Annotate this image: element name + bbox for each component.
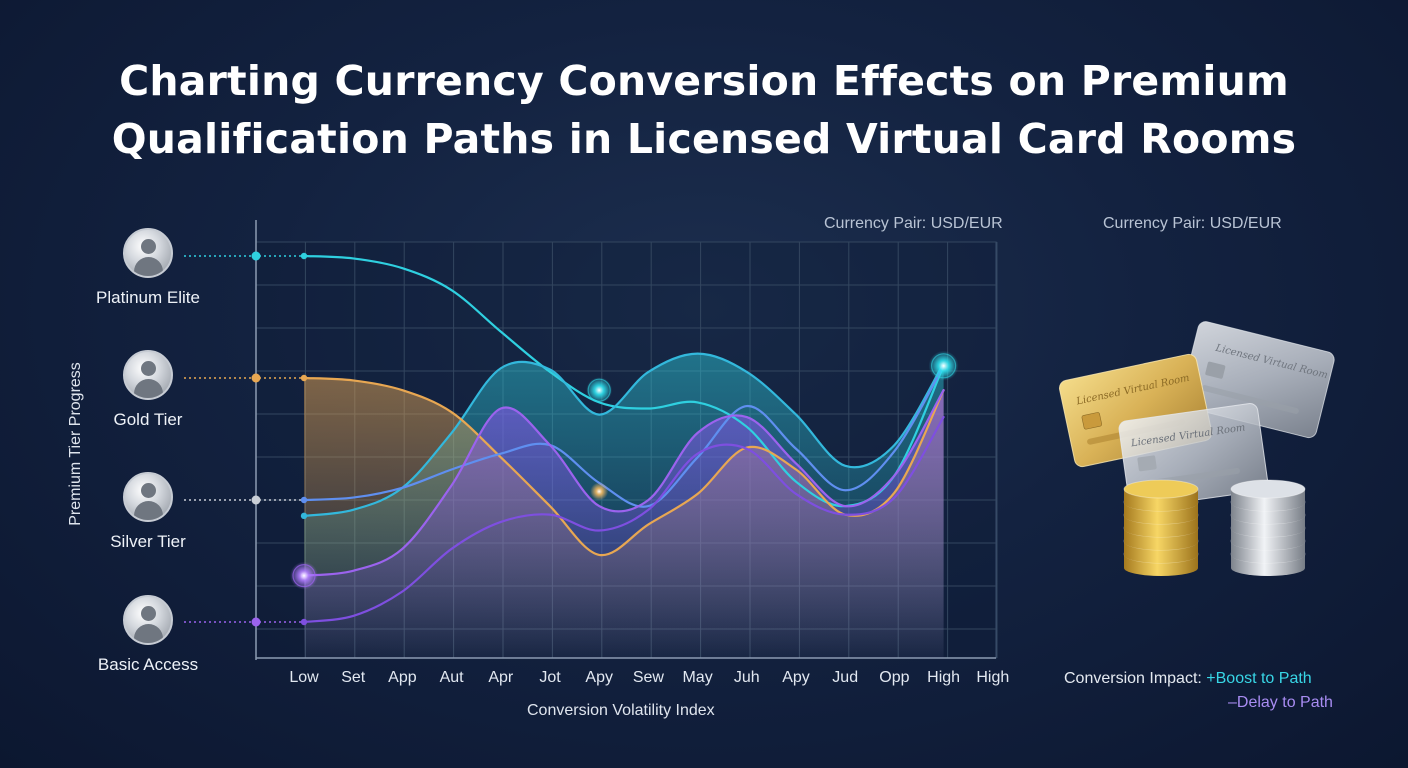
- x-tick-label: Set: [341, 669, 366, 686]
- avatar-icon: [123, 350, 173, 400]
- x-tick-label: Opp: [879, 669, 909, 686]
- coin-bottom: [1231, 508, 1305, 524]
- tier-label: Silver Tier: [110, 532, 186, 551]
- coin-top: [1230, 479, 1306, 499]
- y-axis-label: Premium Tier Progress: [67, 362, 84, 526]
- series-line: [302, 415, 945, 624]
- x-tick-label: High: [976, 669, 1009, 686]
- title-line-2: Qualification Paths in Licensed Virtual …: [111, 115, 1297, 163]
- x-tick-label: Apy: [585, 669, 613, 686]
- x-tick-label: Aut: [440, 669, 465, 686]
- tier-basic: Basic Access: [78, 595, 218, 675]
- highlight-ring-end: [930, 353, 957, 379]
- delay-legend-entry: –Delay to Path: [1228, 694, 1333, 711]
- coin-top: [1123, 479, 1199, 499]
- tier-platinum: Platinum Elite: [78, 228, 218, 308]
- x-tick-label: Low: [289, 669, 319, 686]
- series-line: [302, 352, 945, 517]
- tier-axis-dot: [251, 251, 261, 261]
- coin-bottom: [1231, 560, 1305, 576]
- side-annotation-currency-pair: Currency Pair: USD/EUR: [1103, 215, 1282, 232]
- tier-connectors: [184, 251, 304, 627]
- series-line: [302, 364, 945, 508]
- tier-label: Gold Tier: [113, 410, 183, 429]
- series-start-point: [300, 252, 308, 260]
- highlight-ring-purple: [292, 564, 316, 588]
- chart-points: [290, 252, 959, 626]
- x-tick-label: May: [682, 669, 712, 686]
- avatar-icon: [123, 595, 173, 645]
- coin-bottom: [1231, 547, 1305, 563]
- coin-bottom: [1231, 521, 1305, 537]
- impact-label: Conversion Impact:: [1064, 670, 1207, 687]
- coin-bottom: [1124, 547, 1198, 563]
- gold-coin-stack: [1123, 479, 1199, 576]
- tier-axis-dot: [251, 617, 261, 627]
- x-tick-label: Juh: [734, 669, 760, 686]
- x-tick-label: Apr: [488, 669, 514, 686]
- silver-coin-stack: [1230, 479, 1306, 576]
- title-line-1: Charting Currency Conversion Effects on …: [119, 57, 1289, 105]
- coin-bottom: [1124, 521, 1198, 537]
- coin-bottom: [1124, 560, 1198, 576]
- series-start-point: [300, 374, 308, 382]
- coin-bottom: [1231, 495, 1305, 511]
- chart-annotation-currency-pair: Currency Pair: USD/EUR: [824, 215, 1003, 232]
- page-title: Charting Currency Conversion Effects on …: [0, 52, 1408, 168]
- x-tick-label: Sew: [633, 669, 665, 686]
- chart-lines: [302, 254, 945, 624]
- cards-and-chips-illustration: Licensed Virtual Room Licensed Virtual R…: [1058, 321, 1335, 576]
- x-tick-label: High: [927, 669, 960, 686]
- tier-label: Platinum Elite: [96, 288, 200, 307]
- highlight-point-orange: [590, 482, 609, 501]
- coin-bottom: [1231, 534, 1305, 550]
- conversion-impact-legend: Conversion Impact: +Boost to Path: [1064, 670, 1312, 688]
- highlight-point-end: [928, 350, 959, 381]
- series-start-point: [300, 512, 308, 520]
- tier-axis-dot: [251, 495, 261, 505]
- coin-bottom: [1124, 534, 1198, 550]
- series-line: [302, 389, 945, 577]
- coin-bottom: [1124, 508, 1198, 524]
- x-tick-label: Jot: [539, 669, 561, 686]
- x-tick-label: Apy: [782, 669, 810, 686]
- x-axis-label: Conversion Volatility Index: [527, 702, 715, 719]
- x-tick-label: App: [388, 669, 417, 686]
- avatar-icon: [123, 472, 173, 522]
- series-start-point: [300, 496, 308, 504]
- tier-label: Basic Access: [97, 655, 199, 674]
- boost-legend-entry: +Boost to Path: [1206, 670, 1312, 687]
- highlight-ring-cyan: [587, 378, 611, 402]
- coin-bottom: [1124, 495, 1198, 511]
- highlight-point-cyan: [586, 377, 613, 404]
- tier-axis-dot: [251, 373, 261, 383]
- tier-silver: Silver Tier: [78, 472, 218, 552]
- series-start-point: [300, 618, 308, 626]
- avatar-icon: [123, 228, 173, 278]
- tier-gold: Gold Tier: [78, 350, 218, 430]
- x-tick-labels: Low Set App Aut Apr Jot Apy Sew May Juh Apy Jud Opp H…: [289, 669, 1009, 686]
- highlight-point-purple: [290, 561, 318, 590]
- x-tick-label: Jud: [832, 669, 858, 686]
